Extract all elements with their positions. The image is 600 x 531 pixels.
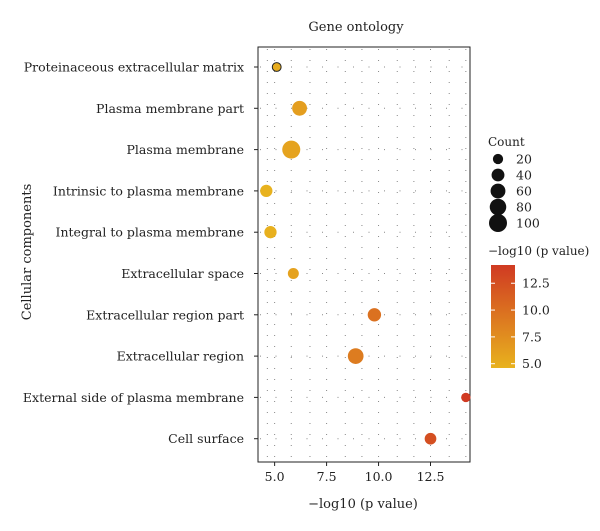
plot-panel [257, 46, 471, 463]
x-tick-label: 12.5 [417, 469, 445, 484]
data-point [347, 348, 364, 364]
y-tick-label: Plasma membrane part [96, 101, 244, 116]
data-point [292, 100, 307, 116]
y-tick-label: Extracellular space [121, 266, 244, 281]
x-tick-label: 10.0 [365, 469, 393, 484]
data-point [367, 308, 382, 322]
color-legend: −log10 (p value) 12.5 10.0 7.5 5.0 [488, 244, 589, 371]
size-legend-label: 100 [516, 216, 540, 231]
y-tick-label: Integral to plasma membrane [56, 225, 244, 240]
size-legend-key [489, 198, 507, 216]
size-legend-key [492, 153, 504, 165]
size-legend-label: 40 [516, 168, 532, 183]
y-axis-label: Cellular components [20, 184, 35, 321]
y-tick-label: Proteinaceous extracellular matrix [24, 60, 244, 75]
size-legend-label: 60 [516, 184, 532, 199]
color-legend-title: −log10 (p value) [488, 244, 589, 258]
y-tick-label: Plasma membrane [126, 142, 244, 157]
data-point [287, 268, 299, 279]
x-axis: 5.0 7.5 10.0 12.5 [265, 462, 445, 484]
color-legend-bar [491, 265, 515, 368]
data-point [424, 432, 437, 445]
y-tick-label: Extracellular region part [86, 307, 244, 322]
data-point [260, 184, 273, 198]
y-tick-label: Extracellular region [117, 349, 244, 364]
color-legend-label: 7.5 [522, 329, 542, 344]
y-tick-label: Intrinsic to plasma membrane [53, 183, 244, 198]
size-legend-title: Count [488, 135, 525, 149]
x-tick-label: 7.5 [317, 469, 337, 484]
data-point [264, 226, 277, 239]
data-point [271, 62, 282, 72]
size-legend-label: 80 [516, 200, 532, 215]
y-axis: Proteinaceous extracellular matrix Plasma… [23, 60, 258, 446]
y-tick-label: Cell surface [168, 431, 244, 446]
data-points [260, 62, 471, 445]
size-legend-label: 20 [516, 152, 532, 167]
plot-border [257, 46, 471, 463]
data-point [461, 392, 471, 403]
size-legend-key [489, 214, 507, 232]
color-legend-label: 5.0 [522, 356, 542, 371]
x-tick-label: 5.0 [265, 469, 285, 484]
y-tick-label: External side of plasma membrane [23, 390, 244, 405]
size-legend-key [490, 183, 506, 199]
x-axis-label: −log10 (p value) [308, 497, 418, 512]
data-point [282, 140, 301, 159]
color-legend-label: 12.5 [522, 276, 550, 291]
size-legend-key [491, 168, 505, 182]
chart-title: Gene ontology [308, 20, 404, 35]
color-legend-label: 10.0 [522, 303, 550, 318]
